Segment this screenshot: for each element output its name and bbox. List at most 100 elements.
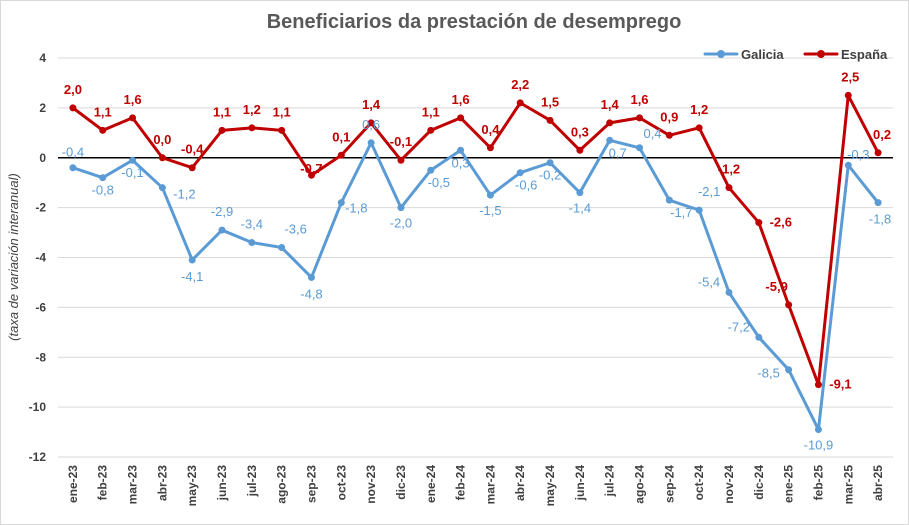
galicia-point	[546, 159, 554, 167]
espana-point	[427, 126, 435, 134]
x-tick-label: sep-23	[304, 465, 318, 503]
espana-point	[576, 146, 584, 154]
espana-point	[397, 156, 405, 164]
espana-point	[278, 126, 286, 134]
galicia-point	[248, 239, 256, 247]
legend-espana-label: España	[841, 47, 888, 62]
galicia-point	[814, 426, 822, 434]
espana-point	[248, 124, 256, 132]
y-tick-label: -4	[35, 251, 46, 265]
galicia-data-label: -0,5	[428, 175, 450, 190]
galicia-line	[72, 138, 880, 432]
galicia-data-label: 0,4	[643, 126, 661, 141]
galicia-data-label: -8,5	[757, 366, 779, 381]
galicia-point	[337, 199, 345, 207]
galicia-data-label: -2,9	[211, 204, 233, 219]
x-axis-ticks: ene-23 feb-23 mar-23 abr-23 may-23 jun-23 jul-…	[66, 465, 885, 507]
espana-data-label: 0,9	[660, 109, 678, 124]
y-tick-label: -6	[35, 300, 46, 314]
x-tick-label: dic-23	[394, 465, 408, 500]
galicia-data-label: -1,7	[670, 205, 692, 220]
galicia-data-label: -5,4	[698, 274, 720, 289]
x-tick-label: mar-23	[126, 465, 140, 505]
espana-point	[695, 124, 703, 132]
x-tick-label: abr-25	[871, 465, 885, 501]
espana-data-label: -2,6	[770, 215, 792, 230]
galicia-data-label: -1,8	[869, 212, 891, 227]
espana-data-label: 0,3	[571, 124, 589, 139]
y-axis-label: (taxa de variación interanual)	[6, 173, 21, 341]
x-tick-label: feb-23	[96, 465, 110, 501]
x-tick-label: abr-23	[155, 465, 169, 501]
x-tick-label: mar-24	[483, 465, 497, 505]
espana-point	[307, 171, 315, 179]
x-tick-label: mar-25	[841, 465, 855, 505]
espana-data-label: 1,2	[690, 102, 708, 117]
galicia-data-label: -2,1	[698, 184, 720, 199]
galicia-data-label: 0,3	[452, 155, 470, 170]
espana-point	[516, 99, 524, 107]
galicia-data-label: -0,2	[539, 168, 561, 183]
espana-point	[814, 381, 822, 389]
espana-line	[72, 93, 880, 387]
x-tick-label: jul-24	[603, 465, 617, 498]
espana-point	[755, 219, 763, 227]
galicia-point	[665, 196, 673, 204]
x-tick-label: may-24	[543, 465, 557, 507]
x-tick-label: abr-24	[513, 465, 527, 501]
espana-point	[486, 144, 494, 152]
espana-point	[99, 126, 107, 134]
espana-data-label: 1,4	[362, 97, 381, 112]
x-tick-label: dic-24	[752, 465, 766, 500]
espana-point	[665, 131, 673, 139]
x-tick-label: nov-23	[364, 465, 378, 504]
espana-data-label: 1,4	[601, 97, 620, 112]
espana-point	[636, 114, 644, 122]
galicia-data-label: -3,6	[284, 222, 306, 237]
espana-data-label: -0,1	[390, 134, 412, 149]
espana-data-label: -1,2	[718, 162, 740, 177]
galicia-data-label: -0,1	[121, 165, 143, 180]
x-tick-label: sep-24	[662, 465, 676, 503]
legend-galicia-label: Galicia	[741, 47, 784, 62]
x-tick-label: ene-23	[66, 465, 80, 503]
espana-data-label: -0,4	[181, 142, 204, 157]
espana-point	[606, 119, 614, 127]
galicia-data-label: -1,5	[479, 203, 501, 218]
y-tick-label: 0	[39, 151, 46, 165]
x-tick-label: may-23	[185, 465, 199, 507]
galicia-point	[486, 191, 494, 199]
espana-point	[844, 91, 852, 99]
espana-data-label: 1,5	[541, 94, 559, 109]
galicia-point	[695, 206, 703, 214]
x-tick-label: ene-25	[782, 465, 796, 503]
espana-point	[188, 164, 196, 172]
espana-point	[218, 126, 226, 134]
galicia-data-label: -3,4	[241, 217, 263, 232]
galicia-point	[367, 139, 375, 147]
galicia-data-label: 0,7	[609, 145, 627, 160]
galicia-data-label: -1,2	[173, 187, 195, 202]
y-axis-ticks: 4 2 0 -2 -4 -6 -8 -10 -12	[29, 51, 47, 464]
data-labels: -0,4 -0,8 -0,1 -1,2 -4,1 -2,9 -3,4 -3,6 -4,8 -1,8…	[62, 69, 892, 452]
espana-data-label: 2,2	[511, 77, 529, 92]
galicia-point	[457, 146, 465, 154]
galicia-data-label: -0,4	[62, 145, 84, 160]
galicia-point	[99, 174, 107, 182]
espana-point	[874, 149, 882, 157]
galicia-data-label: -2,0	[390, 216, 412, 231]
galicia-point	[576, 189, 584, 197]
espana-data-label: -5,9	[765, 279, 787, 294]
galicia-point	[725, 288, 733, 296]
espana-data-label: 1,6	[452, 92, 470, 107]
espana-data-label: -0,7	[300, 161, 322, 176]
espana-data-label: 1,2	[243, 102, 261, 117]
y-tick-label: 2	[39, 101, 46, 115]
galicia-point	[874, 199, 882, 207]
x-tick-label: feb-24	[454, 465, 468, 501]
gridlines	[58, 57, 893, 458]
galicia-data-label: -0,3	[847, 147, 869, 162]
galicia-data-label: -0,6	[515, 178, 537, 193]
